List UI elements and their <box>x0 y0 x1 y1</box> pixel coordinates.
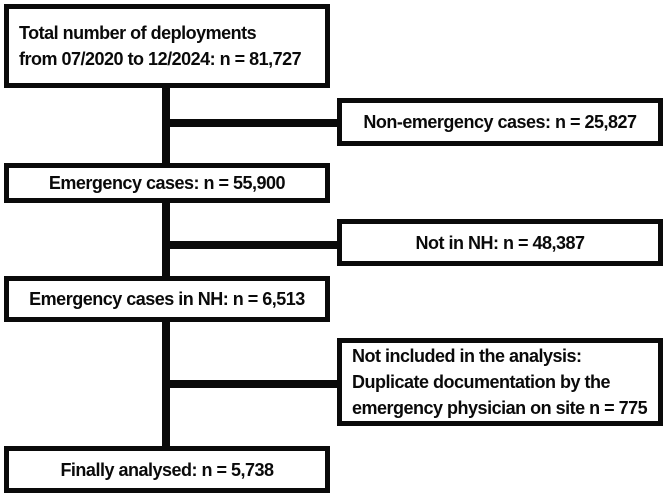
branch-to-not-included <box>166 380 337 388</box>
node-emergency-cases-in-nh: Emergency cases in NH: n = 6,513 <box>4 276 330 322</box>
node-not-included-in-analysis: Not included in the analysis: Duplicate … <box>337 338 663 426</box>
node-emergency-cases: Emergency cases: n = 55,900 <box>4 163 330 203</box>
node-not-in-nh: Not in NH: n = 48,387 <box>337 219 663 266</box>
connector-emergency-to-emergency-nh <box>162 203 170 276</box>
node-total-deployments: Total number of deployments from 07/2020… <box>4 4 330 88</box>
node-non-emergency-cases: Non-emergency cases: n = 25,827 <box>337 98 663 146</box>
branch-to-not-in-nh <box>166 241 337 249</box>
branch-to-non-emergency <box>166 119 337 127</box>
node-finally-analysed: Finally analysed: n = 5,738 <box>4 446 330 493</box>
